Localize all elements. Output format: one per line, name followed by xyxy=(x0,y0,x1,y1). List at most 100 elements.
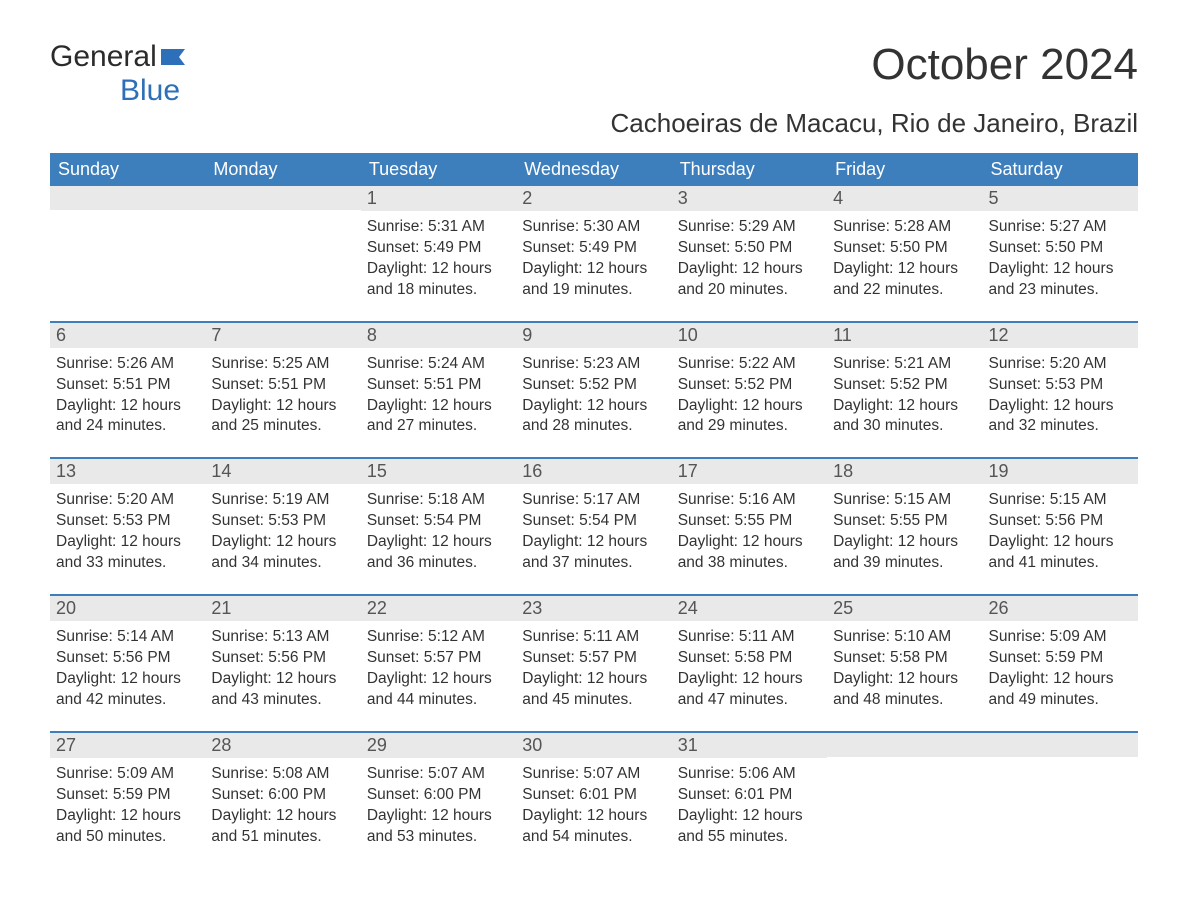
daylight-l2-text: and 53 minutes. xyxy=(367,827,510,848)
sunrise-text: Sunrise: 5:15 AM xyxy=(989,490,1132,511)
day-cell xyxy=(983,733,1138,868)
sunrise-text: Sunrise: 5:22 AM xyxy=(678,354,821,375)
day-cell: 24Sunrise: 5:11 AMSunset: 5:58 PMDayligh… xyxy=(672,596,827,731)
week-row: 1Sunrise: 5:31 AMSunset: 5:49 PMDaylight… xyxy=(50,186,1138,321)
daylight-l1-text: Daylight: 12 hours xyxy=(367,806,510,827)
day-cell xyxy=(827,733,982,868)
sunset-text: Sunset: 5:53 PM xyxy=(56,511,199,532)
sunset-text: Sunset: 5:57 PM xyxy=(367,648,510,669)
day-body: Sunrise: 5:11 AMSunset: 5:58 PMDaylight:… xyxy=(672,621,827,731)
sunset-text: Sunset: 5:49 PM xyxy=(367,238,510,259)
sunrise-text: Sunrise: 5:06 AM xyxy=(678,764,821,785)
day-body: Sunrise: 5:25 AMSunset: 5:51 PMDaylight:… xyxy=(205,348,360,458)
day-cell: 7Sunrise: 5:25 AMSunset: 5:51 PMDaylight… xyxy=(205,323,360,458)
sunrise-text: Sunrise: 5:16 AM xyxy=(678,490,821,511)
day-number: 26 xyxy=(983,596,1138,621)
day-cell: 22Sunrise: 5:12 AMSunset: 5:57 PMDayligh… xyxy=(361,596,516,731)
day-number: 30 xyxy=(516,733,671,758)
day-number: 20 xyxy=(50,596,205,621)
day-body: Sunrise: 5:18 AMSunset: 5:54 PMDaylight:… xyxy=(361,484,516,594)
sunset-text: Sunset: 5:49 PM xyxy=(522,238,665,259)
daylight-l2-text: and 48 minutes. xyxy=(833,690,976,711)
daylight-l2-text: and 54 minutes. xyxy=(522,827,665,848)
day-number: 2 xyxy=(516,186,671,211)
day-cell xyxy=(205,186,360,321)
day-number: 17 xyxy=(672,459,827,484)
daylight-l2-text: and 41 minutes. xyxy=(989,553,1132,574)
daylight-l2-text: and 44 minutes. xyxy=(367,690,510,711)
day-body: Sunrise: 5:17 AMSunset: 5:54 PMDaylight:… xyxy=(516,484,671,594)
daylight-l1-text: Daylight: 12 hours xyxy=(211,532,354,553)
daylight-l2-text: and 33 minutes. xyxy=(56,553,199,574)
sunrise-text: Sunrise: 5:21 AM xyxy=(833,354,976,375)
flag-icon xyxy=(159,47,187,67)
day-number: 31 xyxy=(672,733,827,758)
sunset-text: Sunset: 5:54 PM xyxy=(522,511,665,532)
day-body: Sunrise: 5:06 AMSunset: 6:01 PMDaylight:… xyxy=(672,758,827,868)
sunrise-text: Sunrise: 5:24 AM xyxy=(367,354,510,375)
calendar: Sunday Monday Tuesday Wednesday Thursday… xyxy=(50,153,1138,867)
sunset-text: Sunset: 5:52 PM xyxy=(678,375,821,396)
day-body: Sunrise: 5:07 AMSunset: 6:01 PMDaylight:… xyxy=(516,758,671,868)
daylight-l2-text: and 55 minutes. xyxy=(678,827,821,848)
dayhead-sunday: Sunday xyxy=(50,153,205,186)
sunset-text: Sunset: 5:58 PM xyxy=(833,648,976,669)
day-number: 27 xyxy=(50,733,205,758)
day-number: 4 xyxy=(827,186,982,211)
day-body: Sunrise: 5:20 AMSunset: 5:53 PMDaylight:… xyxy=(50,484,205,594)
daylight-l2-text: and 32 minutes. xyxy=(989,416,1132,437)
dayhead-saturday: Saturday xyxy=(983,153,1138,186)
day-cell: 27Sunrise: 5:09 AMSunset: 5:59 PMDayligh… xyxy=(50,733,205,868)
daylight-l1-text: Daylight: 12 hours xyxy=(989,259,1132,280)
day-cell: 21Sunrise: 5:13 AMSunset: 5:56 PMDayligh… xyxy=(205,596,360,731)
day-body: Sunrise: 5:27 AMSunset: 5:50 PMDaylight:… xyxy=(983,211,1138,321)
daylight-l1-text: Daylight: 12 hours xyxy=(367,532,510,553)
logo-text-general: General xyxy=(50,40,157,74)
day-cell: 17 Sunrise: 5:16 AMSunset: 5:55 PMDayligh… xyxy=(672,459,827,594)
day-number: 7 xyxy=(205,323,360,348)
week-row: 20Sunrise: 5:14 AMSunset: 5:56 PMDayligh… xyxy=(50,594,1138,731)
sunrise-text: Sunrise: 5:14 AM xyxy=(56,627,199,648)
day-number: 19 xyxy=(983,459,1138,484)
day-number: 18 xyxy=(827,459,982,484)
daylight-l1-text: Daylight: 12 hours xyxy=(367,259,510,280)
sunrise-text: Sunrise: 5:20 AM xyxy=(56,490,199,511)
sunset-text: Sunset: 5:59 PM xyxy=(989,648,1132,669)
sunrise-text: Sunrise: 5:18 AM xyxy=(367,490,510,511)
day-cell: 10Sunrise: 5:22 AMSunset: 5:52 PMDayligh… xyxy=(672,323,827,458)
sunrise-text: Sunrise: 5:17 AM xyxy=(522,490,665,511)
day-cell: 19Sunrise: 5:15 AMSunset: 5:56 PMDayligh… xyxy=(983,459,1138,594)
day-cell: 12Sunrise: 5:20 AMSunset: 5:53 PMDayligh… xyxy=(983,323,1138,458)
day-body: Sunrise: 5:28 AMSunset: 5:50 PMDaylight:… xyxy=(827,211,982,321)
logo-text-block: General Blue xyxy=(50,40,187,108)
day-number: 3 xyxy=(672,186,827,211)
daylight-l2-text: and 30 minutes. xyxy=(833,416,976,437)
day-body: Sunrise: 5:26 AMSunset: 5:51 PMDaylight:… xyxy=(50,348,205,458)
day-number: 29 xyxy=(361,733,516,758)
daylight-l1-text: Daylight: 12 hours xyxy=(833,669,976,690)
sunrise-text: Sunrise: 5:19 AM xyxy=(211,490,354,511)
daylight-l1-text: Daylight: 12 hours xyxy=(678,806,821,827)
day-body: Sunrise: 5:15 AMSunset: 5:56 PMDaylight:… xyxy=(983,484,1138,594)
daylight-l2-text: and 36 minutes. xyxy=(367,553,510,574)
day-number xyxy=(827,733,982,757)
daylight-l2-text: and 23 minutes. xyxy=(989,280,1132,301)
sunset-text: Sunset: 5:54 PM xyxy=(367,511,510,532)
daylight-l2-text: and 22 minutes. xyxy=(833,280,976,301)
sunrise-text: Sunrise: 5:08 AM xyxy=(211,764,354,785)
sunset-text: Sunset: 5:51 PM xyxy=(56,375,199,396)
day-cell: 13Sunrise: 5:20 AMSunset: 5:53 PMDayligh… xyxy=(50,459,205,594)
title-block: October 2024 Cachoeiras de Macacu, Rio d… xyxy=(611,40,1138,139)
daylight-l1-text: Daylight: 12 hours xyxy=(833,259,976,280)
sunrise-text: Sunrise: 5:15 AM xyxy=(833,490,976,511)
week-row: 13Sunrise: 5:20 AMSunset: 5:53 PMDayligh… xyxy=(50,457,1138,594)
day-cell: 28Sunrise: 5:08 AMSunset: 6:00 PMDayligh… xyxy=(205,733,360,868)
daylight-l1-text: Daylight: 12 hours xyxy=(678,532,821,553)
daylight-l1-text: Daylight: 12 hours xyxy=(678,259,821,280)
dayhead-wednesday: Wednesday xyxy=(516,153,671,186)
header: General Blue October 2024 Cachoeiras de … xyxy=(50,40,1138,139)
day-cell: 3Sunrise: 5:29 AMSunset: 5:50 PMDaylight… xyxy=(672,186,827,321)
sunrise-text: Sunrise: 5:26 AM xyxy=(56,354,199,375)
day-number: 10 xyxy=(672,323,827,348)
sunset-text: Sunset: 5:55 PM xyxy=(678,511,821,532)
